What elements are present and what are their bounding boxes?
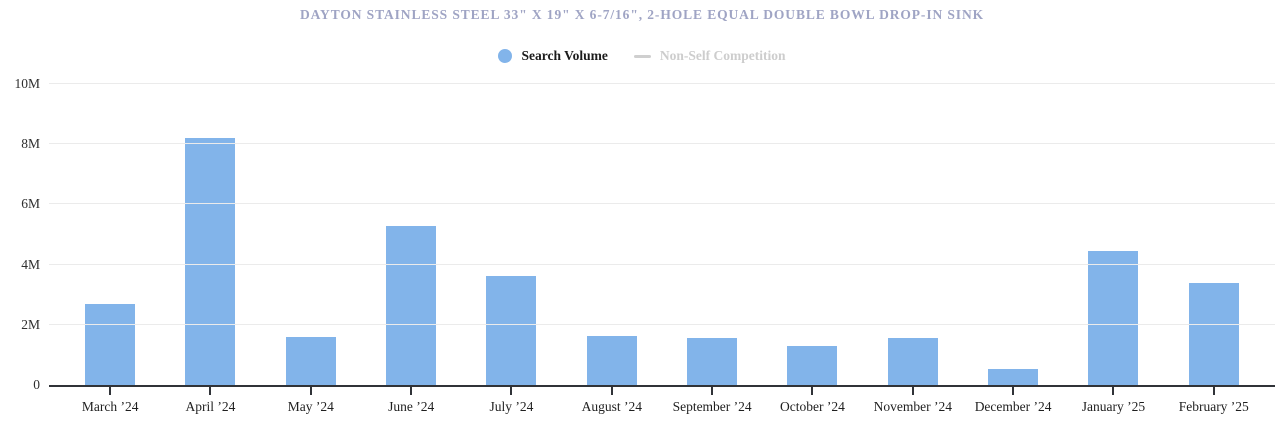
gridline-4m (49, 263, 1275, 265)
x-axis-tick-november-24 (911, 387, 914, 395)
y-axis-label-10m: 10M (14, 76, 40, 91)
x-axis-tick-september-24 (711, 387, 714, 395)
plot-area: March ’24 April ’24 May ’24 June ’24 July ’2… (14, 76, 1275, 414)
x-axis-tick-march-24 (109, 387, 112, 395)
x-axis-label-october-24: October ’24 (780, 399, 845, 414)
y-axis-label-2m: 2M (21, 316, 40, 332)
x-axis-label-may-24: May ’24 (287, 399, 334, 414)
x-axis-tick-june-24 (410, 387, 413, 395)
x-axis-tick-january-25 (1112, 387, 1115, 395)
legend-item-non-self-competition[interactable]: Non-Self Competition (633, 48, 786, 64)
bar-november-24[interactable] (887, 338, 938, 385)
y-axis-label-6m: 6M (21, 196, 40, 212)
x-axis-label-january-25: January ’25 (1081, 399, 1146, 414)
chart-title: DAYTON STAINLESS STEEL 33" X 19" X 6-7/1… (299, 7, 985, 22)
category-slot-january-25: January ’25 (1063, 84, 1163, 414)
legend-item-search-volume[interactable]: Search Volume (498, 48, 608, 64)
gridline-2m (49, 323, 1275, 325)
category-slot-april-24: April ’24 (160, 84, 260, 414)
category-slot-november-24: November ’24 (863, 84, 963, 414)
x-axis-tick-december-24 (1012, 387, 1015, 395)
x-axis-label-september-24: September ’24 (672, 399, 752, 414)
y-axis-label-4m: 4M (21, 256, 40, 272)
x-axis-label-august-24: August ’24 (581, 399, 642, 414)
gridline-8m (49, 143, 1275, 145)
x-axis-tick-february-25 (1212, 387, 1215, 395)
legend-label: Search Volume (521, 48, 608, 63)
category-slot-may-24: May ’24 (261, 84, 361, 414)
legend: Search Volume Non-Self Competition (0, 48, 1284, 64)
legend-line-icon (633, 54, 651, 58)
x-axis-label-march-24: March ’24 (81, 399, 139, 414)
y-axis-label-0: 0 (33, 377, 40, 392)
category-slot-september-24: September ’24 (662, 84, 762, 414)
category-slot-october-24: October ’24 (762, 84, 862, 414)
x-axis-label-february-25: February ’25 (1178, 399, 1249, 414)
bar-april-24[interactable] (185, 138, 236, 385)
bar-october-24[interactable] (787, 346, 838, 385)
category-slot-december-24: December ’24 (963, 84, 1063, 414)
x-axis-label-june-24: June ’24 (388, 399, 435, 414)
category-slot-july-24: July ’24 (461, 84, 561, 414)
x-axis-tick-may-24 (309, 387, 312, 395)
bar-march-24[interactable] (85, 303, 136, 385)
category-slot-february-25: February ’25 (1164, 84, 1264, 414)
legend-dot-icon (498, 49, 513, 63)
bar-december-24[interactable] (988, 369, 1039, 385)
bar-may-24[interactable] (285, 337, 336, 385)
y-axis-label-8m: 8M (21, 136, 40, 152)
bar-july-24[interactable] (486, 276, 537, 385)
x-axis-label-november-24: November ’24 (873, 399, 952, 414)
x-axis-tick-october-24 (811, 387, 814, 395)
x-axis-tick-august-24 (610, 387, 613, 395)
gridline-10m (49, 83, 1275, 84)
bar-june-24[interactable] (386, 226, 437, 385)
legend-label: Non-Self Competition (659, 48, 786, 63)
bar-september-24[interactable] (687, 338, 738, 385)
x-axis-tick-july-24 (510, 387, 513, 395)
category-slot-august-24: August ’24 (562, 84, 662, 414)
gridline-6m (49, 203, 1275, 205)
bar-august-24[interactable] (586, 335, 637, 385)
category-slot-march-24: March ’24 (60, 84, 160, 414)
x-axis-tick-april-24 (209, 387, 212, 395)
x-axis-label-december-24: December ’24 (974, 399, 1052, 414)
bars-band: March ’24 April ’24 May ’24 June ’24 July ’2… (60, 84, 1264, 414)
bar-january-25[interactable] (1088, 251, 1139, 385)
bar-february-25[interactable] (1188, 283, 1239, 385)
x-axis-label-july-24: July ’24 (489, 399, 534, 414)
category-slot-june-24: June ’24 (361, 84, 461, 414)
x-axis-label-april-24: April ’24 (185, 399, 236, 414)
